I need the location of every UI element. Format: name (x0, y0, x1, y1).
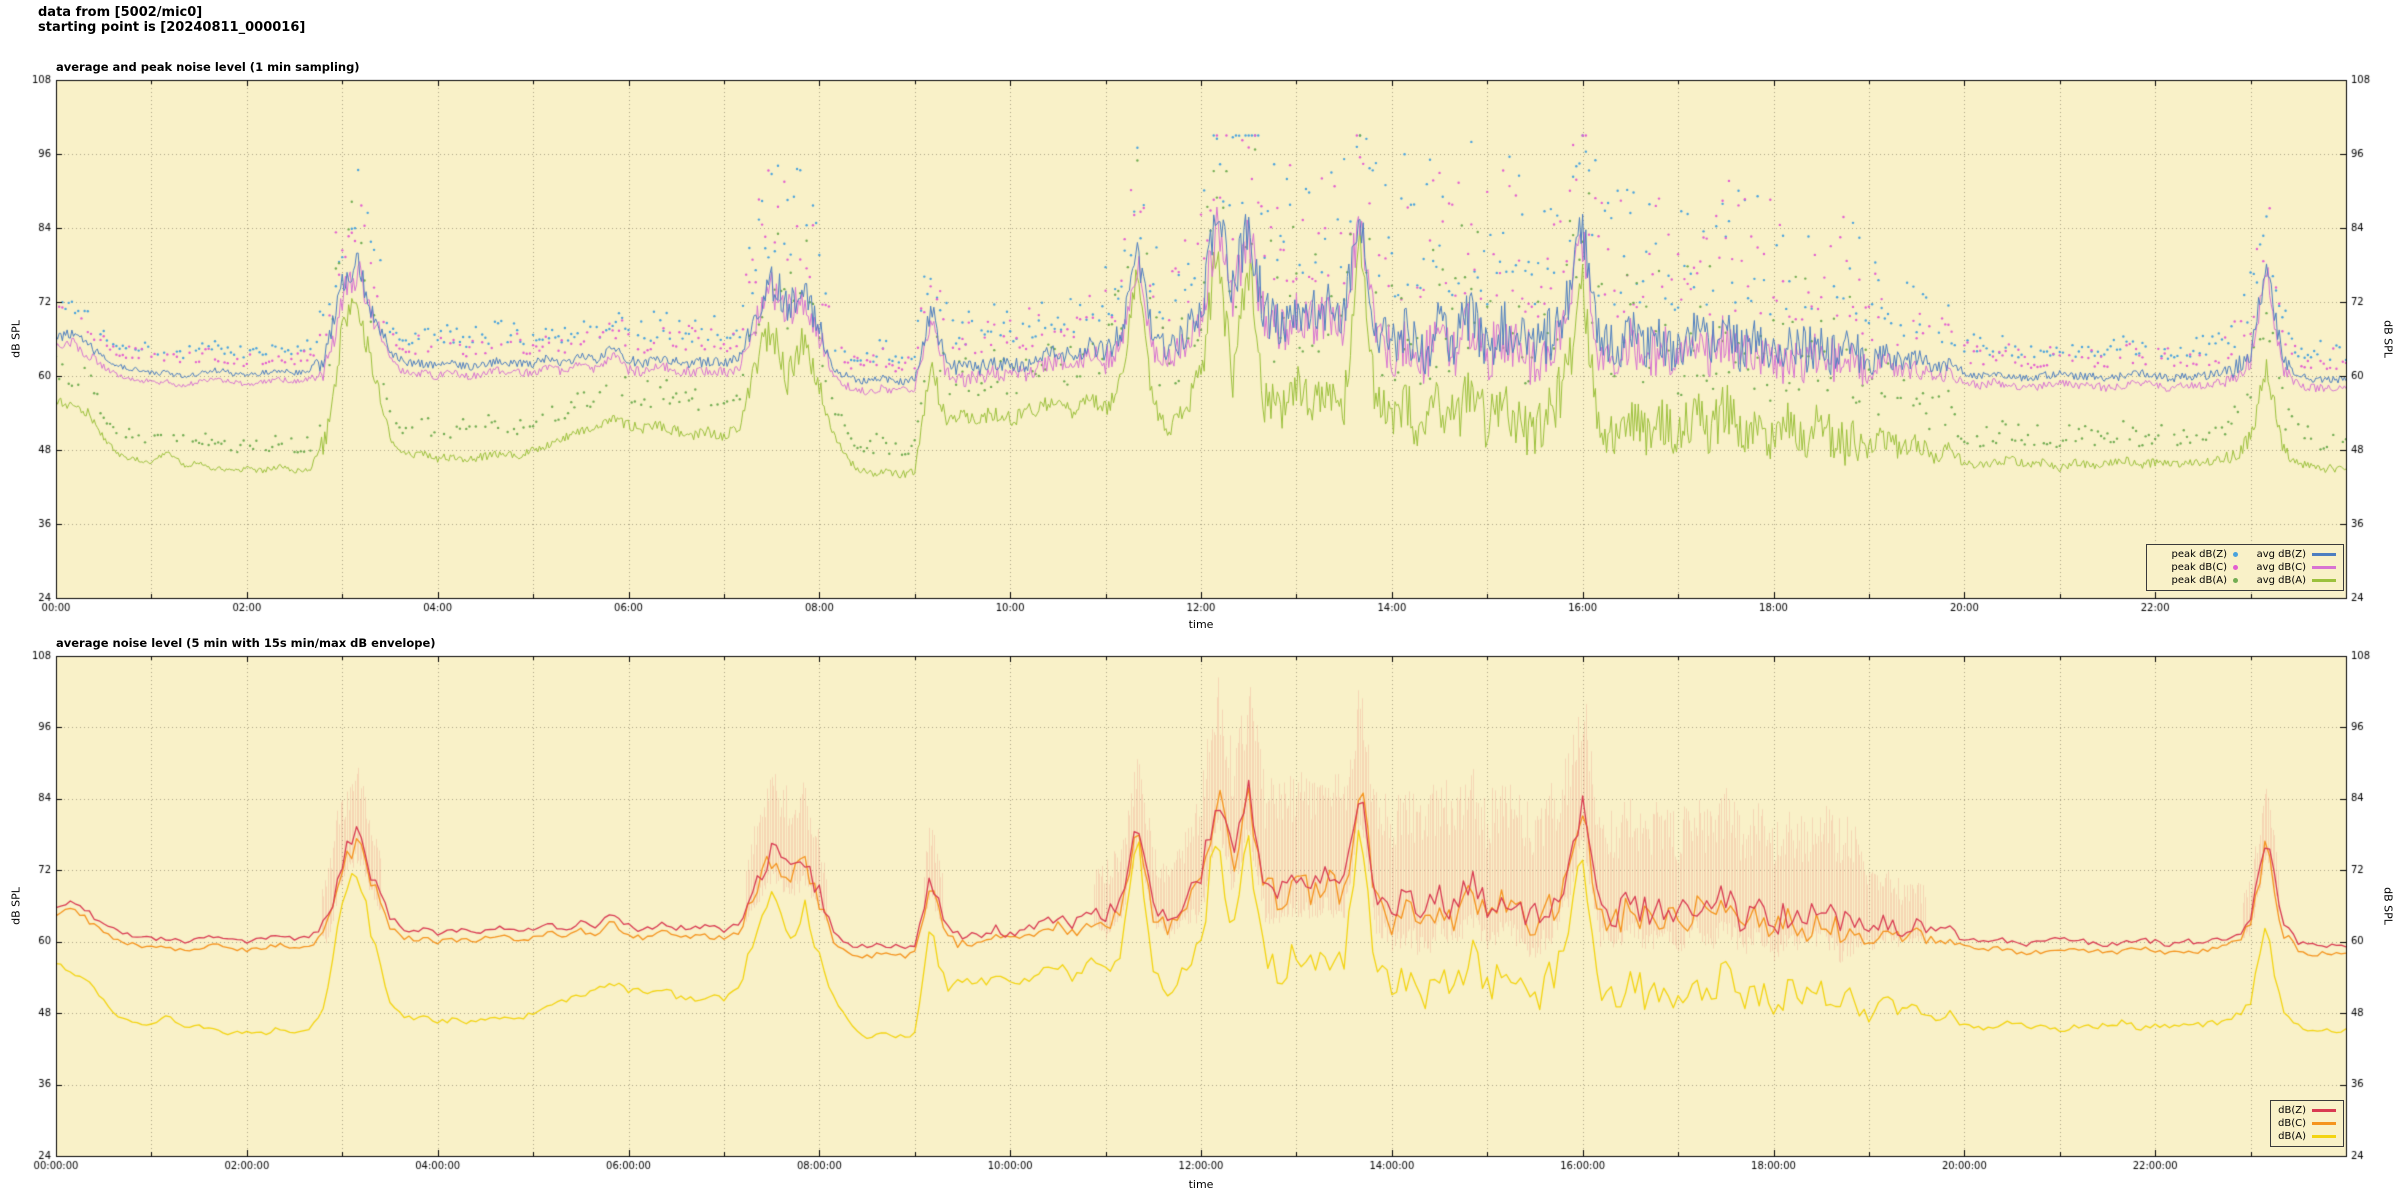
legend-entry: avg dB(A) (2252, 574, 2336, 587)
legend-entry: avg dB(C) (2252, 561, 2336, 574)
legend-entry: peak dB(C) (2154, 561, 2238, 574)
legend-line-marker (2312, 579, 2336, 582)
legend-label: peak dB(Z) (2171, 549, 2227, 560)
legend-line-marker (2312, 1135, 2336, 1138)
legend-dot-marker (2233, 565, 2238, 570)
legend-line-marker (2312, 566, 2336, 569)
legend-row: peak dB(Z) avg dB(Z) (2154, 548, 2336, 561)
legend-label: peak dB(C) (2171, 562, 2227, 573)
legend-label: avg dB(A) (2256, 575, 2306, 586)
legend-entry: avg dB(Z) (2252, 548, 2336, 561)
legend-row: peak dB(C) avg dB(C) (2154, 561, 2336, 574)
legend-entry: peak dB(A) (2154, 574, 2238, 587)
legend-label: avg dB(C) (2256, 562, 2306, 573)
bottom-chart-legend: dB(Z) dB(C) dB(A) (2270, 1100, 2344, 1147)
bottom-chart-right-y-axis-label: dB SPL (2381, 887, 2395, 925)
legend-line-marker (2312, 553, 2336, 556)
legend-entry: dB(Z) (2278, 1104, 2336, 1117)
header-source-line: data from [5002/mic0] (38, 5, 203, 20)
legend-label: dB(C) (2278, 1118, 2306, 1129)
legend-dot-marker (2233, 552, 2238, 557)
bottom-chart-title: average noise level (5 min with 15s min/… (56, 636, 436, 650)
legend-entry: dB(A) (2278, 1130, 2336, 1143)
legend-label: dB(Z) (2278, 1105, 2306, 1116)
legend-row: dB(C) (2278, 1117, 2336, 1130)
legend-row: peak dB(A) avg dB(A) (2154, 574, 2336, 587)
top-chart-right-y-axis-label: dB SPL (2381, 320, 2395, 358)
bottom-chart-x-axis-label: time (1188, 1178, 1214, 1191)
legend-row: dB(Z) (2278, 1104, 2336, 1117)
legend-label: peak dB(A) (2171, 575, 2227, 586)
legend-line-marker (2312, 1122, 2336, 1125)
header: data from [5002/mic0] starting point is … (38, 5, 305, 35)
top-chart-title: average and peak noise level (1 min samp… (56, 60, 360, 74)
bottom-chart-left-y-axis-label: dB SPL (9, 887, 23, 925)
legend-row: dB(A) (2278, 1130, 2336, 1143)
legend-entry: peak dB(Z) (2154, 548, 2238, 561)
legend-label: avg dB(Z) (2256, 549, 2306, 560)
header-start-line: starting point is [20240811_000016] (38, 20, 306, 35)
top-chart-left-y-axis-label: dB SPL (9, 320, 23, 358)
legend-label: dB(A) (2278, 1131, 2306, 1142)
legend-line-marker (2312, 1109, 2336, 1112)
legend-entry: dB(C) (2278, 1117, 2336, 1130)
top-chart-x-axis-label: time (1188, 618, 1214, 631)
legend-dot-marker (2233, 578, 2238, 583)
top-chart-legend: peak dB(Z) avg dB(Z) peak dB(C) avg dB(C) pe… (2146, 544, 2344, 591)
